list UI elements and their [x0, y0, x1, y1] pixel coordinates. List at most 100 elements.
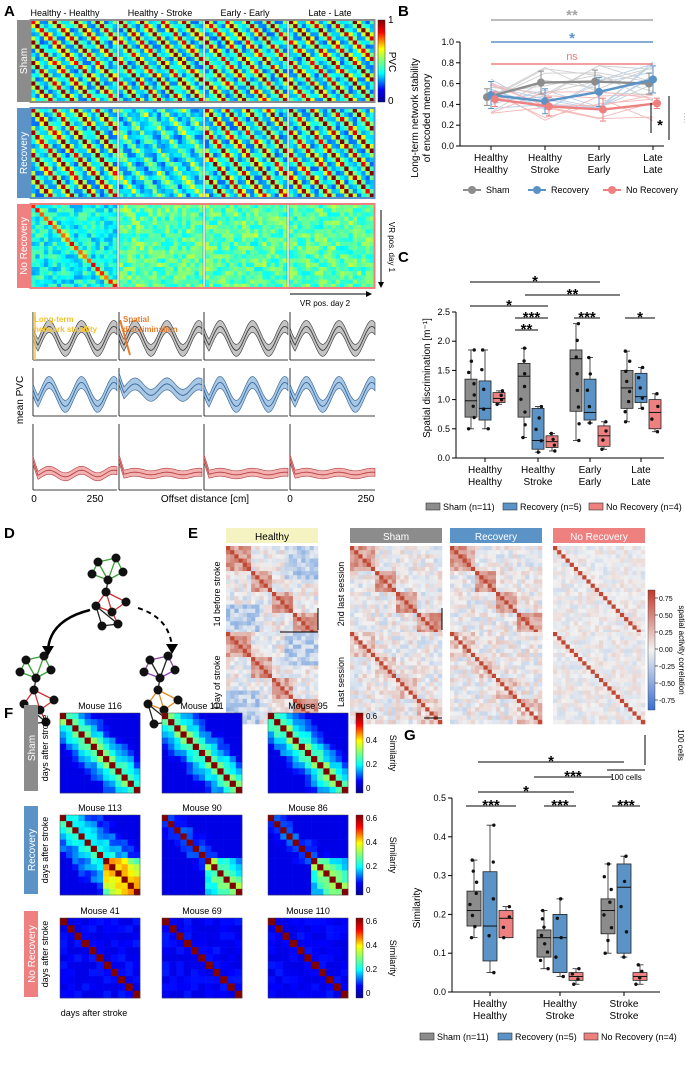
box-dot: [499, 398, 504, 402]
box-dot: [624, 930, 629, 934]
cAxes-ytick: 1.5: [437, 365, 450, 375]
gData-box-2-0: [498, 904, 514, 940]
box-dot: [522, 346, 527, 350]
pvc-heatmap-recovery-early-early: [204, 107, 288, 199]
box-dot: [551, 437, 555, 442]
pvc-heatmap-no-recovery-late-late: [288, 203, 375, 289]
xtick-250-last: 250: [358, 494, 375, 505]
box-dot: [574, 355, 578, 359]
f-colorbar-tick: 0.6: [366, 917, 378, 926]
gAxes-xcat: Healthy: [473, 999, 507, 1010]
box-dot: [553, 449, 557, 453]
box-dot: [655, 430, 660, 434]
box-dot: [650, 417, 654, 421]
network-node: [107, 607, 117, 617]
g-sig-label: ***: [551, 797, 569, 814]
box-dot: [502, 935, 506, 940]
panel-label-d: D: [4, 525, 15, 542]
f-colorbar-label: Similarity: [388, 735, 398, 772]
f-colorbar-1: 0.6 0.4 0.2 0 Similarity: [355, 814, 398, 896]
g-sig-label: ***: [564, 768, 582, 785]
pvc-heatmaps: [29, 19, 376, 289]
cData-box-2-2: [597, 420, 611, 451]
b-sig-norecovery: ns: [566, 51, 578, 63]
box-dot: [538, 958, 543, 963]
network-node: [97, 621, 107, 631]
box-dot: [545, 950, 550, 954]
legend-recovery-marker: [533, 186, 541, 194]
annotation-long-term-stability-2: network stability: [34, 325, 98, 334]
gData-box-1-1: [552, 897, 568, 979]
box-dot: [469, 359, 474, 363]
c-legend-norecovery-swatch: [588, 502, 604, 511]
box-dot: [507, 915, 511, 919]
b-point: [599, 105, 607, 114]
c-legend-sham-swatch: [425, 502, 441, 511]
pvc-heatmap-recovery-late-late: [288, 107, 375, 199]
mean-pvc-plot-no-recovery-3: [289, 424, 376, 491]
panel-b-chart: 0.00.20.40.60.81.0HealthyHealthyHealthyS…: [410, 7, 685, 195]
box-dot: [576, 405, 581, 409]
gAxes-ytick: 0.2: [433, 909, 446, 919]
c-legend: Sham (n=11) Recovery (n=5) No Recovery (…: [425, 502, 682, 512]
pvc-heatmap-recovery-healthy-healthy: [30, 107, 118, 199]
bAxes-xcat: Healthy: [528, 153, 562, 164]
f-colorbar-tick: 0.4: [366, 941, 378, 950]
row-tag-sham: [17, 20, 30, 102]
pvc-colorbar-label: PVC: [386, 52, 397, 73]
box-dot: [634, 982, 638, 986]
c-ylabel: Spatial discrimination [m⁻¹]: [422, 318, 433, 438]
box-dot: [471, 404, 475, 408]
f-row-tag-no-recovery: [24, 911, 38, 997]
box-dot: [624, 369, 628, 374]
box-dot: [537, 416, 541, 420]
box-dot: [540, 908, 545, 913]
similarity-matrix-2-1: Mouse 69: [161, 906, 243, 999]
box-dot: [577, 438, 581, 443]
bAxes-xcat: Healthy: [474, 153, 508, 164]
panel-label-f: F: [4, 705, 13, 722]
panel-c-chart: 0.00.51.01.52.02.5HealthyHealthyHealthyS…: [422, 273, 682, 512]
sham-row-frame: [29, 19, 376, 103]
c-legend-sham: Sham (n=11): [443, 502, 495, 512]
c-sig-label: **: [567, 286, 579, 303]
mean-pvc-plot-sham-3: [289, 312, 376, 361]
g-sig-label: *: [548, 753, 554, 770]
b-series-line-1: [490, 78, 654, 103]
e-header-recovery-bg: [450, 528, 542, 543]
b-sig-recovery: *: [569, 30, 575, 47]
network-node: [159, 705, 169, 715]
b-point: [595, 87, 603, 96]
box-dot: [561, 974, 565, 979]
mouse-title: Mouse 86: [288, 803, 328, 813]
panel-f-similarity-matrices: Sham Recovery No Recovery days after str…: [24, 701, 398, 1018]
col-label-late-late: Late - Late: [308, 8, 351, 18]
pvc-heatmap-sham-healthy-healthy: [30, 19, 118, 103]
cData-box-1-2: [583, 355, 597, 425]
box-dot: [606, 862, 611, 866]
g-legend-norecovery: No Recovery (n=4): [601, 1032, 677, 1042]
f-colorbar-tick: 0.4: [366, 736, 378, 745]
b-point: [591, 77, 599, 86]
g-sig-label: ***: [482, 797, 500, 814]
b-legend-recovery: Recovery: [551, 185, 590, 195]
box-dot: [474, 891, 478, 896]
g-legend-sham: Sham (n=11): [437, 1032, 489, 1042]
box-dot: [472, 393, 476, 397]
col-label-healthy-stroke: Healthy - Stroke: [128, 8, 193, 18]
network-remapped: [139, 651, 183, 729]
b-individual-trace: [490, 82, 654, 119]
gAxes-ytick: 0.5: [433, 793, 446, 803]
box-dot: [540, 917, 545, 921]
box-dot: [625, 379, 629, 384]
similarity-matrix-2-0: Mouse 41: [59, 906, 141, 999]
box-dot: [481, 407, 486, 411]
annotation-spatial-discrimination-2: discrimination: [123, 325, 178, 334]
box-dot: [474, 880, 479, 884]
f-colorbar-tick: 0: [366, 989, 371, 998]
gAxes-ytick: 0.4: [433, 832, 446, 842]
box-dot: [638, 976, 642, 980]
gAxes-xcat: Healthy: [543, 999, 577, 1010]
arrow-solid: [46, 608, 91, 651]
